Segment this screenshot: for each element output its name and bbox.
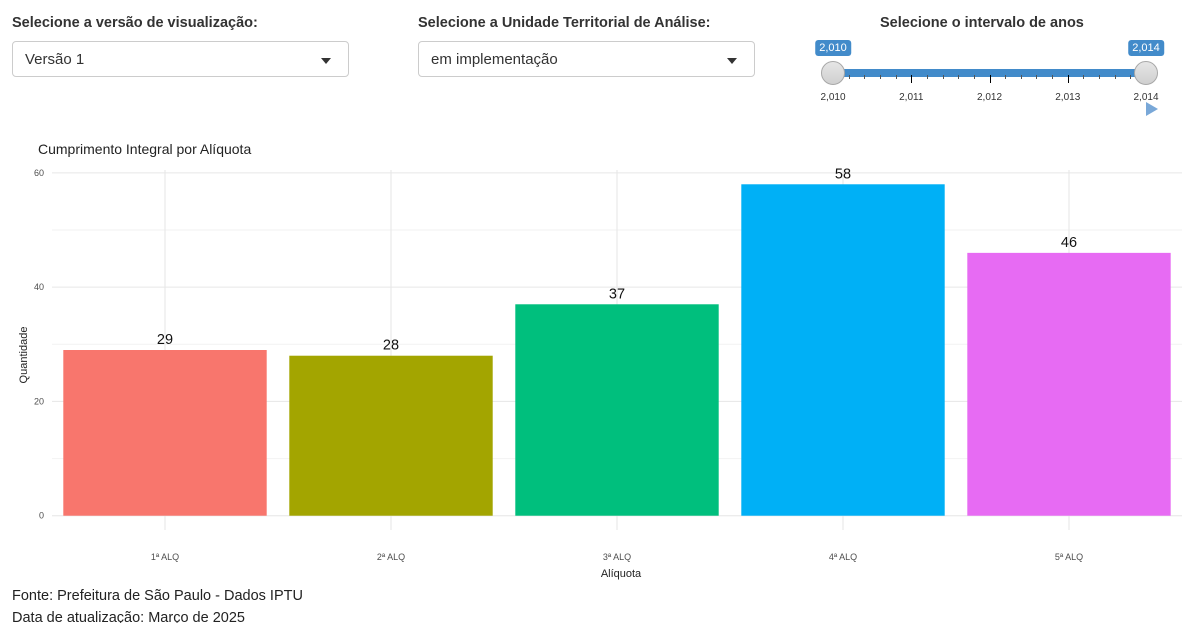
bar-data-label: 46 bbox=[1061, 235, 1077, 251]
slider-minor-tick bbox=[942, 75, 944, 79]
territorial-unit-select-label: Selecione a Unidade Territorial de Análi… bbox=[418, 15, 711, 31]
chevron-down-icon bbox=[321, 58, 331, 64]
slider-minor-tick bbox=[1083, 75, 1085, 79]
slider-minor-tick bbox=[1020, 75, 1022, 79]
slider-minor-tick bbox=[879, 75, 881, 79]
source-note: Fonte: Prefeitura de São Paulo - Dados I… bbox=[12, 588, 303, 604]
slider-minor-tick bbox=[1052, 75, 1054, 79]
bar-data-label: 37 bbox=[609, 286, 625, 302]
bar[interactable] bbox=[741, 184, 945, 516]
y-tick-label: 40 bbox=[34, 282, 44, 292]
chart-bars bbox=[63, 184, 1171, 516]
slider-handle-to[interactable] bbox=[1134, 61, 1158, 85]
slider-tick-label: 2,014 bbox=[1133, 92, 1159, 103]
slider-handle-from[interactable] bbox=[821, 61, 845, 85]
slider-tick-label: 2,010 bbox=[820, 92, 846, 103]
play-icon[interactable] bbox=[1146, 102, 1158, 116]
bar[interactable] bbox=[289, 355, 493, 516]
slider-minor-tick bbox=[1099, 75, 1101, 79]
bar[interactable] bbox=[515, 304, 719, 516]
x-tick-label: 3ª ALQ bbox=[603, 552, 631, 562]
y-tick-label: 60 bbox=[34, 168, 44, 178]
chart-data-labels: 29 28 37 58 46 bbox=[157, 166, 1077, 353]
slider-to-value: 2,014 bbox=[1128, 40, 1164, 56]
slider-minor-tick bbox=[1114, 75, 1116, 79]
year-range-label: Selecione o intervalo de anos bbox=[880, 15, 1084, 31]
chevron-down-icon bbox=[727, 58, 737, 64]
slider-major-tick bbox=[989, 75, 991, 83]
bar[interactable] bbox=[63, 350, 267, 516]
y-tick-label: 0 bbox=[39, 511, 44, 521]
slider-ticks bbox=[833, 75, 1147, 85]
y-axis-title: Quantidade bbox=[18, 327, 30, 384]
slider-minor-tick bbox=[926, 75, 928, 79]
slider-minor-tick bbox=[1130, 75, 1132, 79]
territorial-unit-select[interactable]: em implementação bbox=[418, 41, 755, 77]
slider-minor-tick bbox=[958, 75, 960, 79]
update-note: Data de atualização: Março de 2025 bbox=[12, 610, 245, 623]
x-tick-label: 5ª ALQ bbox=[1055, 552, 1083, 562]
x-tick-label: 2ª ALQ bbox=[377, 552, 405, 562]
slider-minor-tick bbox=[973, 75, 975, 79]
y-tick-label: 20 bbox=[34, 396, 44, 406]
bar-data-label: 58 bbox=[835, 166, 851, 182]
slider-tick-label: 2,013 bbox=[1055, 92, 1081, 103]
slider-tick-label: 2,011 bbox=[899, 92, 924, 103]
slider-tick-label: 2,012 bbox=[976, 92, 1003, 103]
x-tick-label: 1ª ALQ bbox=[151, 552, 179, 562]
slider-selected-range[interactable] bbox=[833, 69, 1146, 77]
bar[interactable] bbox=[967, 252, 1171, 516]
slider-minor-tick bbox=[1036, 75, 1038, 79]
chart-title: Cumprimento Integral por Alíquota bbox=[38, 141, 251, 157]
bar-data-label: 28 bbox=[383, 338, 399, 354]
slider-from-value: 2,010 bbox=[815, 40, 851, 56]
slider-major-tick bbox=[911, 75, 913, 83]
x-axis-title: Alíquota bbox=[601, 568, 642, 580]
bar-chart: 29 28 37 58 46 1ª ALQ 2ª ALQ 3ª ALQ 4ª ALQ 5ª AL… bbox=[18, 141, 1182, 580]
version-select-value: Versão 1 bbox=[25, 51, 85, 68]
bar-data-label: 29 bbox=[157, 332, 173, 348]
version-select[interactable]: Versão 1 bbox=[12, 41, 349, 77]
year-range-slider[interactable]: 2,010 2,014 2,010 2,011 2,012 2,013 2,014 bbox=[815, 40, 1165, 120]
slider-minor-tick bbox=[1005, 75, 1007, 79]
territorial-unit-select-value: em implementação bbox=[431, 51, 558, 68]
chart-axes: 1ª ALQ 2ª ALQ 3ª ALQ 4ª ALQ 5ª ALQ 0 20 40 60 bbox=[34, 168, 1083, 562]
x-tick-label: 4ª ALQ bbox=[829, 552, 857, 562]
slider-minor-tick bbox=[895, 75, 897, 79]
slider-minor-tick bbox=[864, 75, 866, 79]
version-select-label: Selecione a versão de visualização: bbox=[12, 15, 258, 31]
slider-major-tick bbox=[1067, 75, 1069, 83]
slider-minor-tick bbox=[848, 75, 850, 79]
